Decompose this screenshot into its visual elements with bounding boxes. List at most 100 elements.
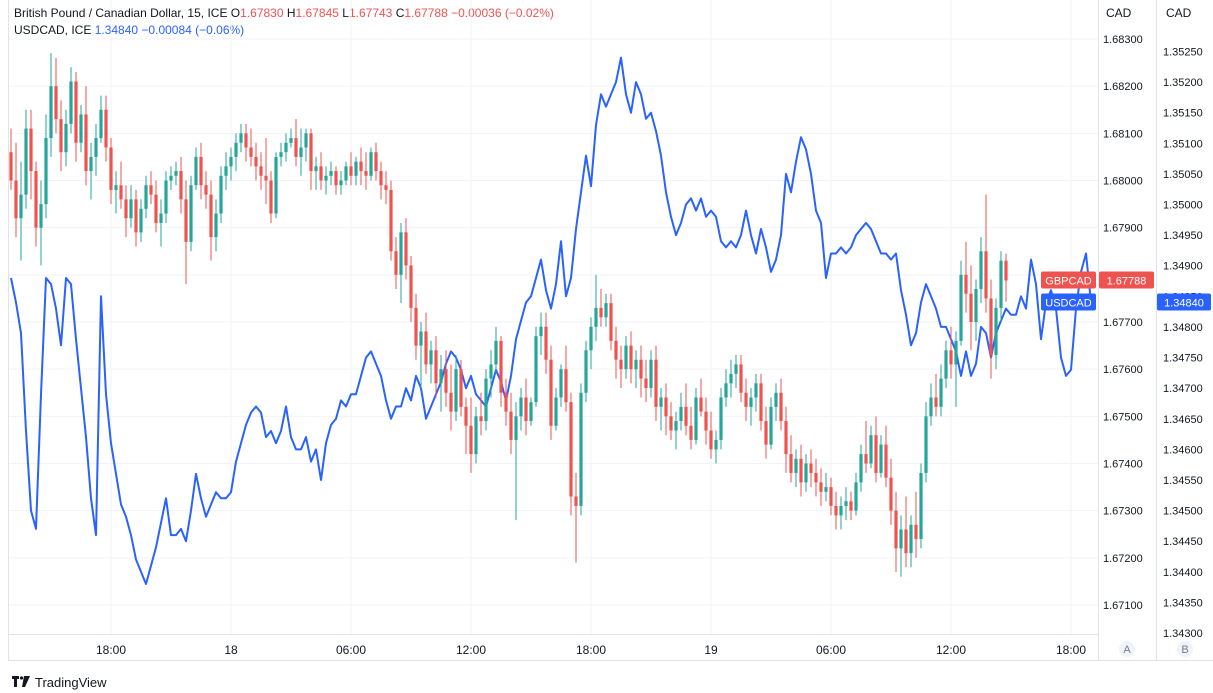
- candle-body: [39, 204, 43, 228]
- candle: [399, 222, 403, 304]
- candle-body: [514, 416, 518, 440]
- candle-body: [764, 421, 768, 445]
- candle-body: [974, 288, 978, 322]
- overlay-legend: USDCAD, ICE 1.34840 −0.00084 (−0.06%): [14, 23, 244, 37]
- candle: [804, 454, 808, 492]
- candle: [554, 388, 558, 431]
- footer-brand[interactable]: TradingView: [12, 674, 107, 690]
- candle: [994, 298, 998, 370]
- candle-body: [259, 166, 263, 176]
- candle: [694, 388, 698, 445]
- candle: [104, 95, 108, 162]
- candle-body: [819, 482, 823, 492]
- axis-button-label[interactable]: A: [1123, 644, 1131, 656]
- candle-body: [964, 274, 968, 294]
- candle: [154, 180, 158, 233]
- candle: [519, 388, 523, 431]
- candle: [764, 406, 768, 459]
- candle-body: [139, 208, 143, 233]
- candle-body: [274, 156, 278, 214]
- y-axis-2-tick-label: 1.34500: [1163, 506, 1203, 518]
- x-axis-tick-label: 18:00: [576, 643, 606, 657]
- candle-body: [119, 185, 123, 200]
- candle: [599, 288, 603, 327]
- candle-body: [14, 180, 18, 219]
- candle-body: [714, 439, 718, 450]
- candle: [279, 142, 283, 167]
- candle: [344, 161, 348, 186]
- candle: [874, 416, 878, 483]
- y-axis-2-tick-label: 1.35250: [1163, 47, 1203, 59]
- axis-button-bg[interactable]: [1119, 641, 1135, 657]
- candle-body: [169, 175, 173, 181]
- candle-body: [54, 86, 58, 120]
- candle-body: [284, 142, 288, 153]
- candle-body: [109, 147, 113, 190]
- candle-body: [144, 185, 148, 209]
- candle-body: [734, 364, 738, 374]
- candle-body: [704, 411, 708, 431]
- candle: [449, 364, 453, 431]
- axis-button-a[interactable]: A: [1119, 641, 1135, 657]
- candle: [464, 397, 468, 455]
- candle-body: [24, 128, 28, 195]
- candle-body: [674, 421, 678, 431]
- candle: [619, 345, 623, 389]
- candle: [869, 425, 873, 469]
- candle-body: [564, 369, 568, 403]
- candle-body: [239, 133, 243, 143]
- candle: [139, 199, 143, 242]
- candle: [704, 397, 708, 445]
- candle: [294, 119, 298, 167]
- candle-body: [624, 345, 628, 370]
- candle: [199, 142, 203, 200]
- candle-body: [104, 109, 108, 148]
- candle-body: [984, 251, 988, 299]
- candle-body: [194, 156, 198, 186]
- candle-body: [799, 458, 803, 483]
- candle-body: [1004, 260, 1008, 281]
- candle-body: [474, 416, 478, 455]
- candle: [49, 53, 53, 157]
- y-axis-2-tick-label: 1.34400: [1163, 567, 1203, 579]
- candle: [539, 312, 543, 356]
- candle: [854, 472, 858, 516]
- candle: [354, 156, 358, 186]
- candle-body: [844, 501, 848, 506]
- candle-body: [599, 307, 603, 318]
- candle: [729, 359, 733, 398]
- candle: [589, 317, 593, 370]
- y-axis-1-tick-label: 1.67500: [1103, 411, 1143, 423]
- candle-body: [834, 505, 838, 516]
- candle-body: [49, 86, 53, 139]
- candle-body: [389, 189, 393, 252]
- candle: [644, 359, 648, 403]
- candle-body: [574, 496, 578, 506]
- candle-body: [349, 166, 353, 176]
- candle-body: [584, 350, 588, 393]
- candle: [959, 260, 963, 346]
- candle: [369, 147, 373, 181]
- candle: [94, 123, 98, 176]
- candle-body: [629, 345, 633, 370]
- axis-button-bg[interactable]: [1177, 641, 1193, 657]
- candle: [149, 171, 153, 205]
- candle: [244, 123, 248, 162]
- usdcad-tag-value: 1.34840: [1164, 297, 1204, 309]
- candle: [469, 397, 473, 473]
- candle: [889, 458, 893, 525]
- candle: [979, 237, 983, 304]
- axis-button-b[interactable]: B: [1177, 641, 1193, 657]
- candle-body: [404, 232, 408, 266]
- candle-body: [769, 406, 773, 445]
- axis-button-label[interactable]: B: [1181, 644, 1188, 656]
- candle: [929, 383, 933, 426]
- candle: [284, 133, 288, 162]
- candle: [439, 355, 443, 412]
- candle: [834, 491, 838, 530]
- gbpcad-tag-label-bg: [1041, 271, 1096, 289]
- candle-body: [724, 383, 728, 398]
- candle: [629, 331, 633, 384]
- candle: [89, 142, 93, 200]
